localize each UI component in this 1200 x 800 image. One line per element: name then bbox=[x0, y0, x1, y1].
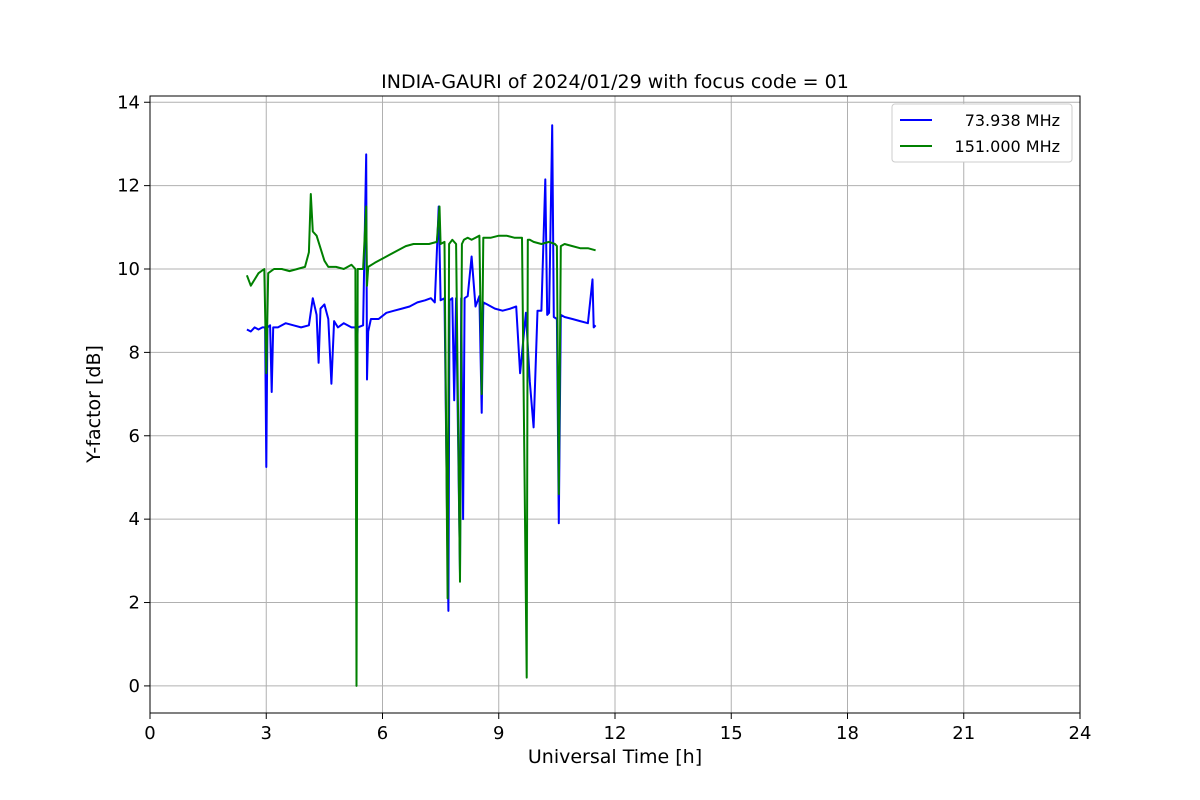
legend: 73.938 MHz 151.000 MHz bbox=[891, 103, 1073, 163]
y-tick-label: 10 bbox=[117, 259, 140, 280]
series-line-2 bbox=[245, 193, 596, 687]
legend-entry-label: 151.000 MHz bbox=[955, 137, 1060, 156]
grid-lines bbox=[149, 96, 1081, 713]
y-axis-label: Y-factor [dB] bbox=[83, 345, 105, 464]
x-tick-label: 9 bbox=[493, 723, 504, 744]
y-tick-label: 0 bbox=[129, 676, 140, 697]
x-tick-label: 15 bbox=[720, 723, 743, 744]
x-tick-label: 3 bbox=[261, 723, 272, 744]
x-axis-label: Universal Time [h] bbox=[528, 746, 702, 768]
series-line-1 bbox=[246, 124, 597, 612]
series-layer bbox=[245, 124, 597, 687]
y-tick-label: 8 bbox=[129, 342, 140, 363]
x-tick-label: 21 bbox=[952, 723, 975, 744]
x-tick-label: 18 bbox=[836, 723, 859, 744]
legend-box bbox=[891, 103, 1073, 163]
y-tick-label: 6 bbox=[129, 426, 140, 447]
x-tick-label: 24 bbox=[1069, 723, 1092, 744]
y-tick-label: 12 bbox=[117, 176, 140, 197]
chart-title: INDIA-GAURI of 2024/01/29 with focus cod… bbox=[381, 71, 849, 93]
legend-entry-label: 73.938 MHz bbox=[965, 111, 1060, 130]
x-tick-label: 6 bbox=[377, 723, 388, 744]
y-tick-label: 14 bbox=[117, 92, 140, 113]
x-tick-label: 12 bbox=[604, 723, 627, 744]
y-tick-label: 4 bbox=[129, 509, 140, 530]
x-tick-label: 0 bbox=[144, 723, 155, 744]
y-tick-label: 2 bbox=[129, 593, 140, 614]
